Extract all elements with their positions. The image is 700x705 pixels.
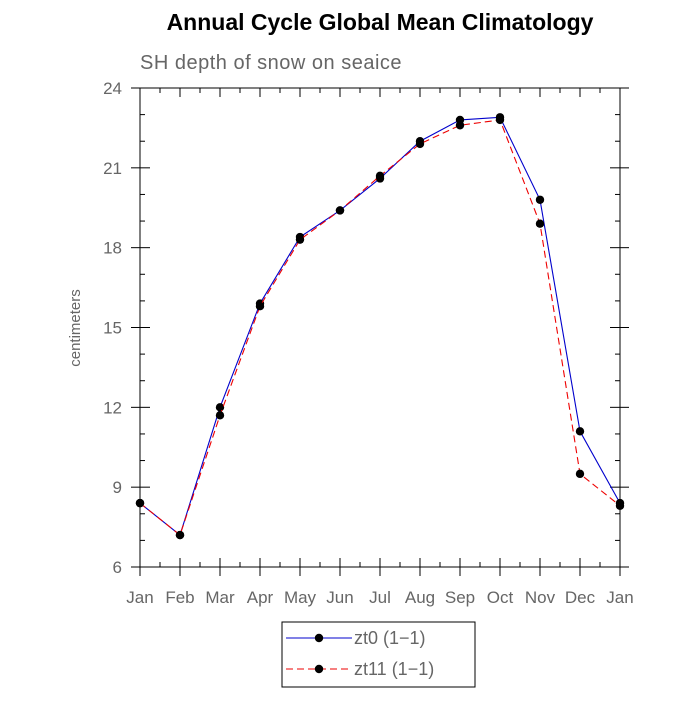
x-tick-label: Sep xyxy=(445,588,475,607)
x-tick-label: Feb xyxy=(165,588,194,607)
chart-subtitle: SH depth of snow on seaice xyxy=(140,52,402,74)
data-point-series-1 xyxy=(535,195,545,204)
y-tick-label: 15 xyxy=(103,319,122,338)
legend: zt0 (1−1) zt11 (1−1) xyxy=(281,621,476,688)
data-point-series-2 xyxy=(375,171,385,181)
x-tick-label: Apr xyxy=(247,588,274,607)
plot-area: Jan Feb Mar Apr May Jun Jul Aug Sep Oct Nov Dec Jan6… xyxy=(103,79,634,607)
data-point-series-2 xyxy=(215,411,225,420)
y-tick-label: 12 xyxy=(103,398,122,417)
y-tick-label: 21 xyxy=(103,159,122,178)
x-tick-label: May xyxy=(284,588,317,607)
legend-marker-2 xyxy=(314,664,324,674)
data-point-series-2 xyxy=(495,115,505,125)
data-point-series-2 xyxy=(455,121,465,130)
x-tick-label: Jan xyxy=(126,588,153,607)
y-tick-label: 6 xyxy=(113,558,122,577)
plot-frame xyxy=(139,87,621,568)
y-tick-label: 18 xyxy=(103,239,122,258)
x-tick-label: Nov xyxy=(525,588,556,607)
data-point-series-2 xyxy=(135,498,145,508)
x-tick-label: Dec xyxy=(565,588,596,607)
y-tick-label: 24 xyxy=(103,79,122,98)
data-point-series-2 xyxy=(575,469,585,479)
legend-label-1: zt0 (1−1) xyxy=(354,628,426,648)
x-tick-label: Mar xyxy=(205,588,235,607)
data-point-series-2 xyxy=(415,139,425,149)
x-tick-label: Oct xyxy=(487,588,514,607)
data-point-series-2 xyxy=(615,501,625,510)
data-point-series-2 xyxy=(335,206,345,215)
data-point-series-1 xyxy=(575,427,585,436)
legend-label-2: zt11 (1−1) xyxy=(354,659,434,679)
y-axis-label: centimeters xyxy=(67,289,84,367)
x-tick-label: Aug xyxy=(405,588,435,607)
data-point-series-1 xyxy=(215,403,225,412)
data-point-series-2 xyxy=(255,302,265,311)
data-point-series-2 xyxy=(175,530,185,540)
data-point-series-2 xyxy=(295,235,305,244)
x-tick-label: Jul xyxy=(369,588,391,607)
x-tick-label: Jun xyxy=(326,588,353,607)
chart-title: Annual Cycle Global Mean Climatology xyxy=(167,9,594,35)
legend-box xyxy=(281,621,476,688)
x-tick-label: Jan xyxy=(606,588,633,607)
y-tick-label: 9 xyxy=(113,478,122,497)
legend-marker-1 xyxy=(314,633,324,643)
data-point-series-2 xyxy=(535,219,545,228)
